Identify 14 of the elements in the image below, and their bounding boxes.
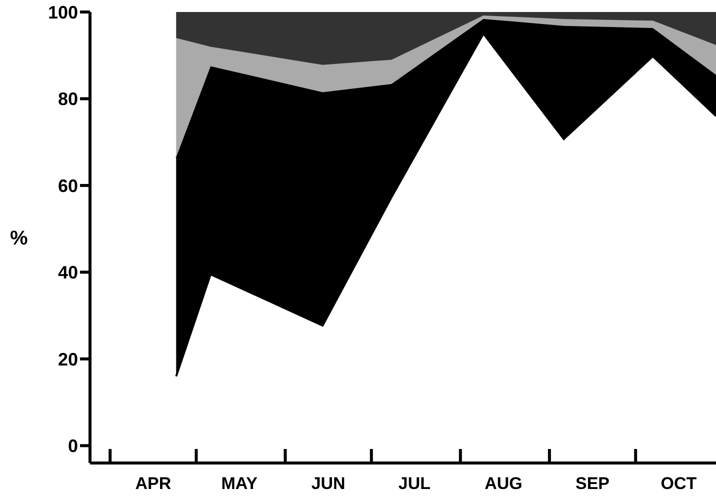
x-tick-label: JUL (398, 474, 431, 493)
x-tick-label: JUN (311, 474, 346, 493)
x-tick-label: APR (135, 474, 172, 493)
x-tick-label: MAY (221, 474, 258, 493)
x-tick-label: OCT (660, 474, 698, 493)
y-tick-label: 0 (68, 436, 78, 456)
y-tick-label: 100 (48, 2, 78, 22)
y-tick-label: 60 (58, 176, 78, 196)
y-tick-label: 20 (58, 349, 78, 370)
y-axis-title: % (10, 228, 28, 250)
y-tick-label: 40 (58, 262, 78, 283)
x-tick-label: AUG (484, 474, 522, 493)
y-tick-label: 80 (58, 89, 78, 110)
x-tick-label: SEP (576, 474, 610, 493)
